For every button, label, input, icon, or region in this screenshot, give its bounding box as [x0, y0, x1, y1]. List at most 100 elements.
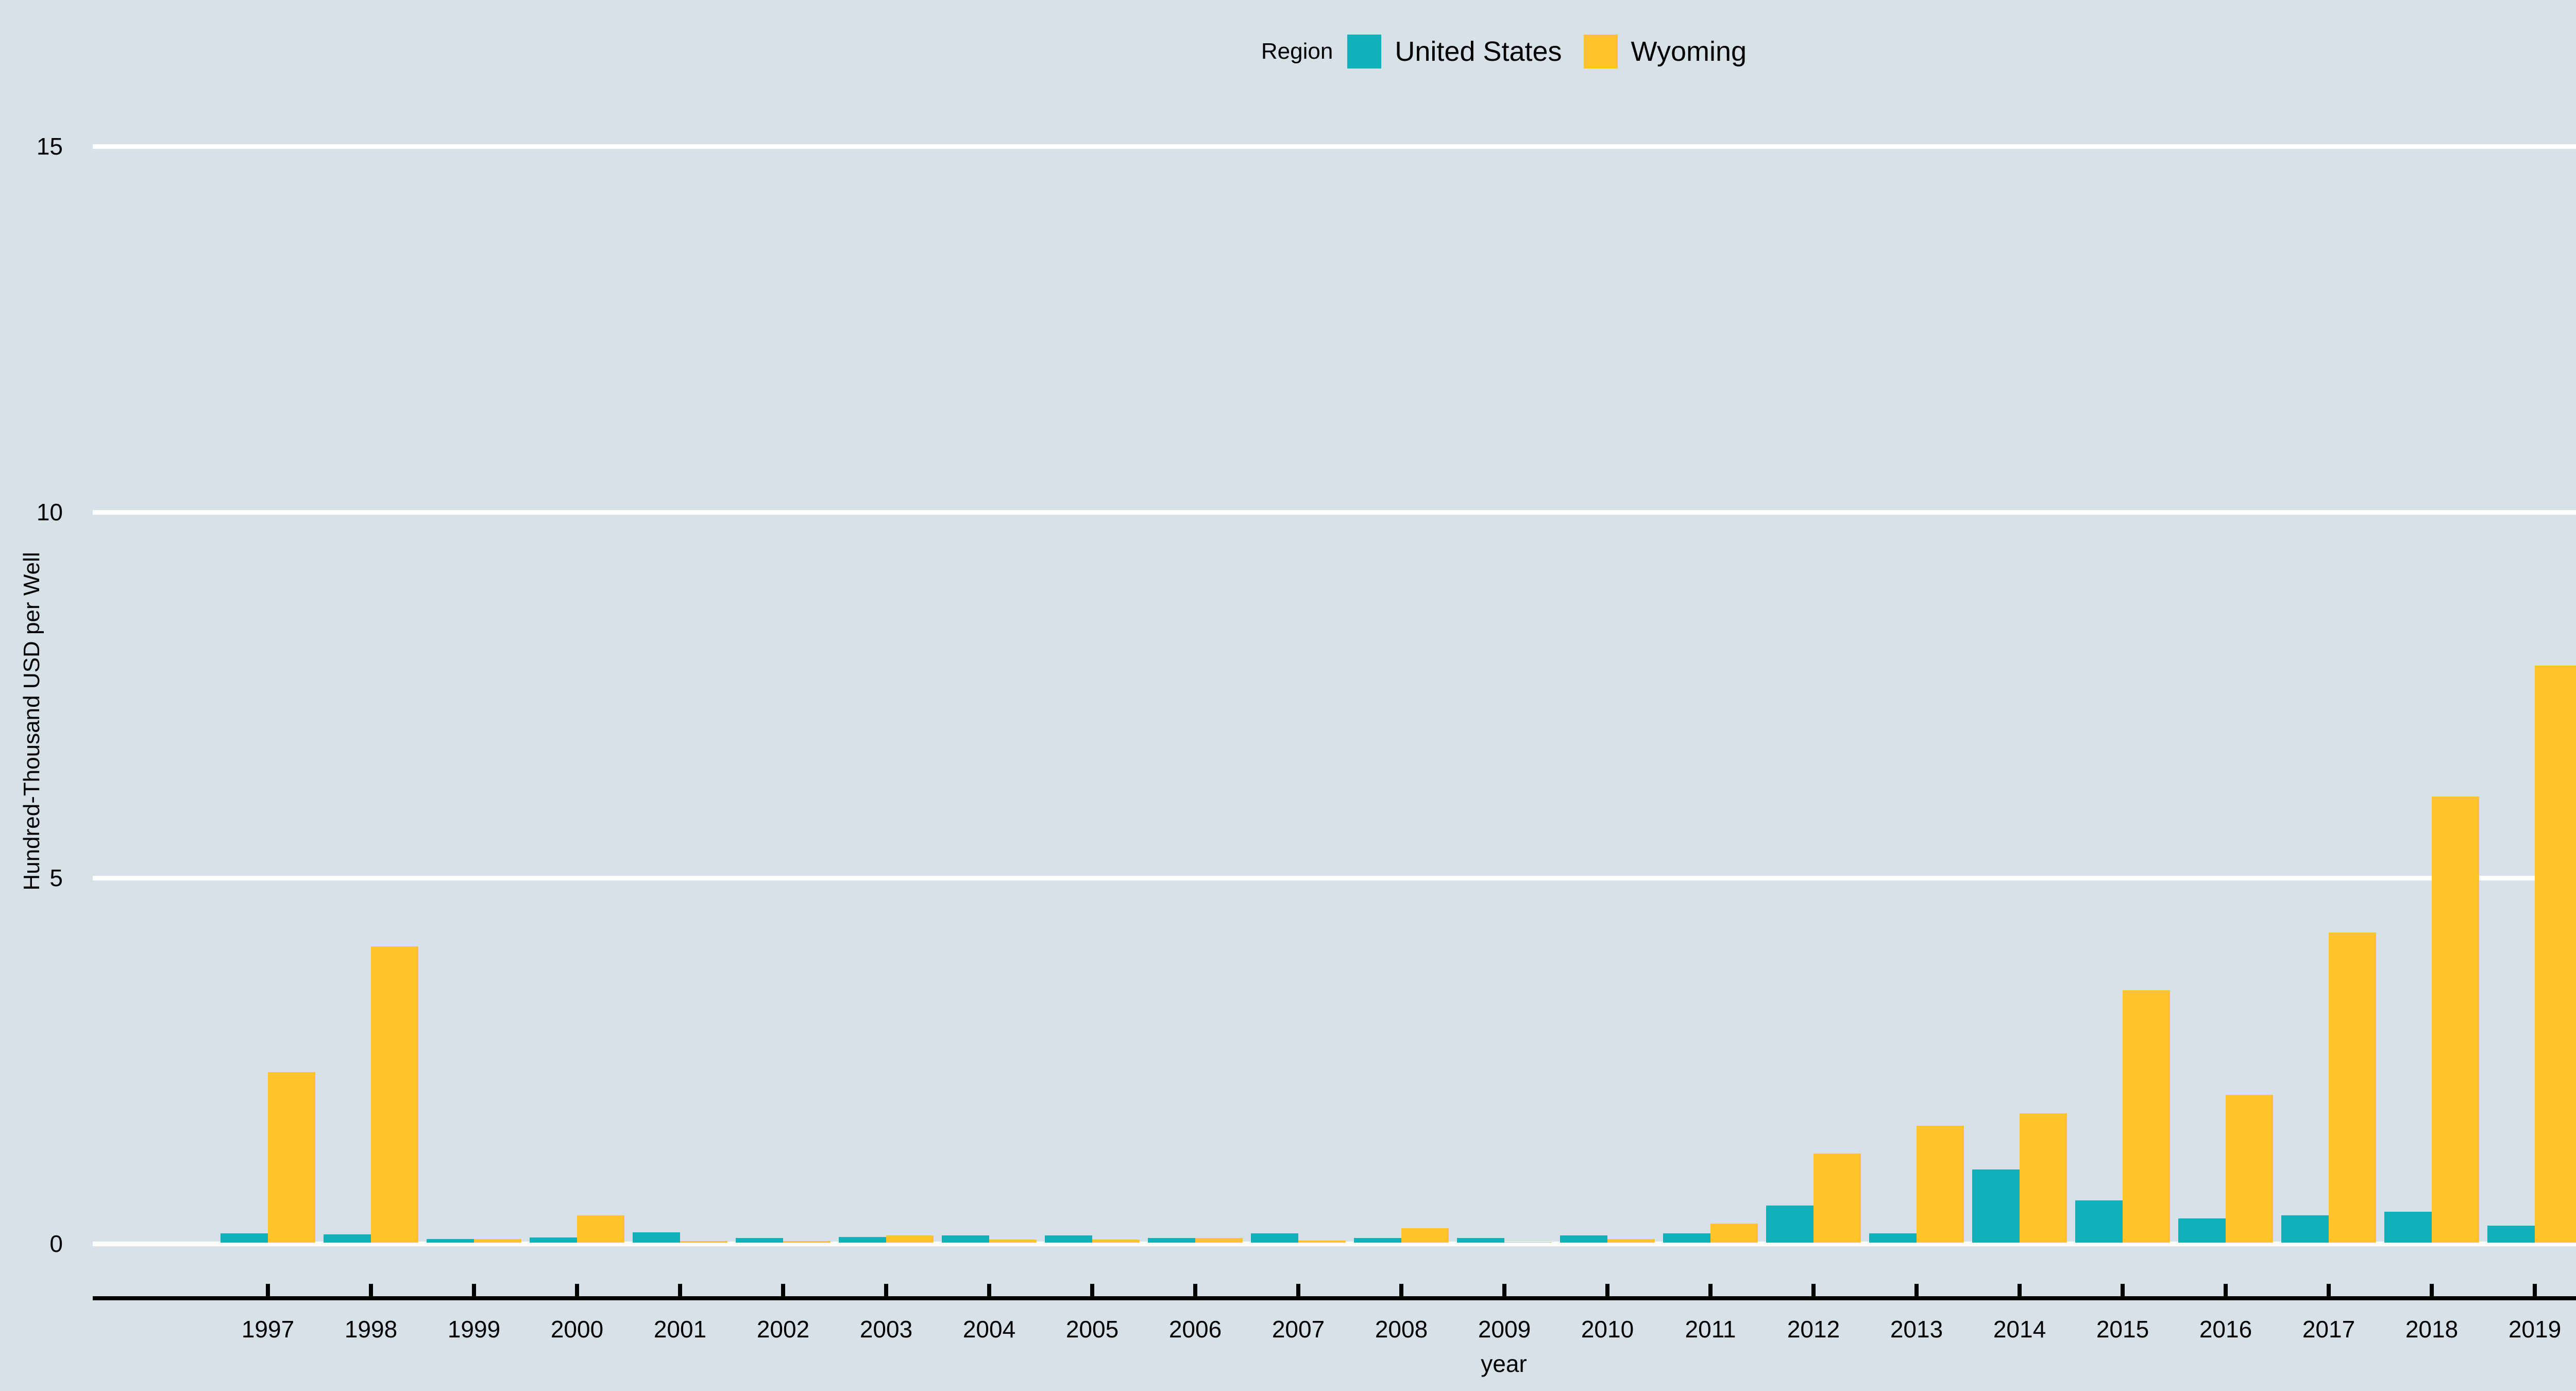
x-tick-label-2011: 2011	[1685, 1316, 1736, 1343]
x-tick-2005	[1090, 1284, 1094, 1296]
x-tick-label-2016: 2016	[2199, 1316, 2252, 1343]
bar-wyoming-2002	[783, 1241, 831, 1243]
x-tick-2013	[1914, 1284, 1919, 1296]
x-tick-2014	[2018, 1284, 2022, 1296]
bar-wyoming-2007	[1298, 1241, 1346, 1243]
bar-wyoming-1997	[268, 1072, 315, 1243]
x-tick-label-1999: 1999	[447, 1316, 501, 1343]
bar-wyoming-2005	[1092, 1240, 1140, 1243]
bar-united-states-2002	[736, 1238, 783, 1243]
x-tick-label-2009: 2009	[1478, 1316, 1531, 1343]
gridline-5	[93, 876, 2576, 880]
x-tick-label-2008: 2008	[1375, 1316, 1428, 1343]
legend-item-wyoming: Wyoming	[1583, 35, 1747, 69]
x-tick-2011	[1708, 1284, 1713, 1296]
bar-wyoming-2016	[2226, 1095, 2273, 1243]
legend-swatch-united-states-icon	[1347, 35, 1382, 69]
legend-label-wyoming: Wyoming	[1631, 36, 1747, 67]
x-tick-2017	[2327, 1284, 2331, 1296]
x-tick-2009	[1502, 1284, 1506, 1296]
bar-wyoming-2006	[1195, 1238, 1243, 1243]
y-tick-label-10: 10	[36, 499, 63, 525]
bar-wyoming-2003	[886, 1235, 934, 1243]
x-tick-label-2018: 2018	[2405, 1316, 2459, 1343]
bar-united-states-2010	[1560, 1235, 1607, 1243]
bar-united-states-2001	[633, 1232, 680, 1243]
x-tick-label-2000: 2000	[550, 1316, 604, 1343]
bar-wyoming-2014	[2020, 1113, 2067, 1243]
x-tick-label-2019: 2019	[2508, 1316, 2562, 1343]
bar-united-states-1997	[221, 1233, 268, 1243]
x-tick-2003	[884, 1284, 888, 1296]
x-tick-2000	[575, 1284, 579, 1296]
gridline-0	[93, 1242, 2576, 1246]
x-tick-2012	[1811, 1284, 1816, 1296]
x-tick-2019	[2533, 1284, 2537, 1296]
x-tick-1998	[369, 1284, 373, 1296]
bar-wyoming-2012	[1814, 1153, 1861, 1243]
x-tick-2007	[1296, 1284, 1300, 1296]
bar-united-states-2009	[1457, 1238, 1504, 1243]
x-tick-label-2003: 2003	[859, 1316, 913, 1343]
bar-united-states-2004	[942, 1235, 989, 1243]
legend-swatch-wyoming-icon	[1583, 35, 1618, 69]
bar-united-states-2019	[2487, 1226, 2535, 1243]
bar-united-states-2015	[2075, 1200, 2123, 1243]
y-tick-label-15: 15	[36, 133, 63, 160]
y-tick-label-5: 5	[49, 864, 63, 891]
x-tick-label-2010: 2010	[1581, 1316, 1634, 1343]
bar-united-states-2014	[1972, 1169, 2020, 1243]
bar-wyoming-1999	[474, 1239, 521, 1243]
legend-label-united-states: United States	[1395, 36, 1562, 67]
bar-wyoming-2009	[1504, 1242, 1552, 1243]
legend-item-united-states: United States	[1347, 35, 1562, 69]
bar-united-states-2000	[530, 1237, 577, 1243]
bar-wyoming-2017	[2329, 932, 2376, 1243]
x-tick-2004	[987, 1284, 991, 1296]
x-tick-2010	[1605, 1284, 1609, 1296]
bar-wyoming-2008	[1401, 1228, 1449, 1243]
bar-wyoming-2011	[1710, 1224, 1758, 1243]
bar-wyoming-1998	[371, 946, 418, 1243]
x-tick-2008	[1399, 1284, 1403, 1296]
bar-united-states-2017	[2281, 1215, 2329, 1243]
bar-united-states-2018	[2384, 1212, 2432, 1243]
bar-wyoming-2019	[2535, 666, 2576, 1243]
bar-united-states-2011	[1663, 1233, 1710, 1243]
bar-wyoming-2010	[1607, 1239, 1655, 1243]
bar-wyoming-2018	[2432, 796, 2479, 1243]
x-tick-label-2012: 2012	[1787, 1316, 1840, 1343]
x-tick-2016	[2224, 1284, 2228, 1296]
bar-united-states-2012	[1766, 1206, 1814, 1243]
bar-wyoming-2004	[989, 1240, 1037, 1243]
x-tick-2002	[781, 1284, 785, 1296]
bar-united-states-2013	[1869, 1233, 1917, 1243]
gridline-10	[93, 510, 2576, 515]
x-tick-label-2017: 2017	[2302, 1316, 2355, 1343]
bar-united-states-2005	[1045, 1235, 1092, 1243]
bar-wyoming-2013	[1917, 1126, 1964, 1243]
x-tick-label-2013: 2013	[1890, 1316, 1943, 1343]
bar-wyoming-2000	[577, 1215, 624, 1243]
legend-title: Region	[1261, 39, 1333, 64]
x-tick-1999	[472, 1284, 476, 1296]
bar-united-states-2008	[1354, 1238, 1401, 1243]
y-tick-label-0: 0	[49, 1230, 63, 1257]
bar-united-states-2006	[1148, 1238, 1195, 1243]
x-tick-label-2007: 2007	[1272, 1316, 1325, 1343]
x-axis-title: year	[1481, 1350, 1527, 1377]
y-axis-title: Hundred-Thousand USD per Well	[19, 552, 44, 891]
x-tick-label-2001: 2001	[653, 1316, 707, 1343]
x-tick-label-2005: 2005	[1065, 1316, 1119, 1343]
bar-wyoming-2001	[680, 1241, 727, 1243]
x-tick-1997	[266, 1284, 270, 1296]
x-tick-label-2002: 2002	[756, 1316, 810, 1343]
bar-united-states-2003	[839, 1237, 886, 1243]
x-tick-label-1998: 1998	[344, 1316, 398, 1343]
bar-united-states-2016	[2178, 1218, 2226, 1243]
x-tick-label-2014: 2014	[1993, 1316, 2046, 1343]
bar-united-states-2007	[1251, 1233, 1298, 1243]
x-axis-line	[93, 1296, 2576, 1300]
x-tick-2001	[678, 1284, 682, 1296]
